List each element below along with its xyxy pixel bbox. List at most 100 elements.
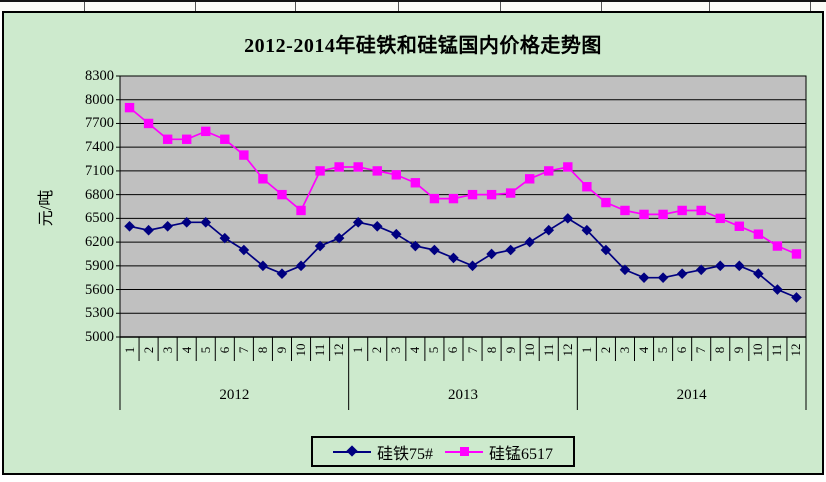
data-point-square[interactable]	[391, 170, 402, 180]
month-tick-label: 12	[331, 343, 347, 357]
data-point-square[interactable]	[124, 102, 135, 113]
data-point-square[interactable]	[181, 134, 192, 144]
legend-item-series2[interactable]: 硅锰6517	[445, 440, 553, 464]
data-point-diamond[interactable]	[162, 220, 173, 232]
month-tick-label: 11	[312, 343, 328, 357]
data-point-square[interactable]	[544, 166, 554, 176]
data-point-square[interactable]	[620, 205, 630, 216]
data-point-diamond[interactable]	[143, 224, 154, 236]
data-point-diamond[interactable]	[562, 213, 574, 224]
spreadsheet-row-strip	[0, 2, 826, 11]
data-point-diamond[interactable]	[200, 217, 212, 228]
data-point-square[interactable]	[753, 229, 764, 239]
data-point-diamond[interactable]	[352, 217, 364, 228]
data-point-square[interactable]	[429, 193, 440, 204]
data-point-square[interactable]	[563, 162, 573, 172]
data-point-square[interactable]	[258, 174, 268, 184]
data-point-diamond[interactable]	[410, 240, 421, 252]
month-tick-label: 7	[693, 346, 709, 354]
data-point-square[interactable]	[201, 126, 211, 137]
data-point-square[interactable]	[677, 205, 687, 216]
data-point-square[interactable]	[143, 118, 154, 129]
data-point-square[interactable]	[467, 189, 478, 200]
data-point-square[interactable]	[772, 241, 783, 251]
data-point-square[interactable]	[315, 166, 325, 176]
legend-item-series1[interactable]: 硅铁75#	[332, 440, 433, 464]
data-point-diamond[interactable]	[638, 272, 650, 283]
data-point-diamond[interactable]	[276, 268, 288, 280]
data-point-square[interactable]	[372, 166, 382, 176]
month-tick-label: 4	[407, 346, 423, 354]
data-point-square[interactable]	[505, 188, 516, 198]
month-tick-label: 8	[254, 346, 270, 354]
data-point-square[interactable]	[162, 134, 173, 144]
data-point-square[interactable]	[277, 189, 287, 200]
data-point-diamond[interactable]	[505, 244, 516, 256]
data-point-diamond[interactable]	[238, 244, 250, 256]
data-point-diamond[interactable]	[333, 232, 345, 244]
data-point-diamond[interactable]	[219, 232, 231, 244]
data-point-square[interactable]	[658, 209, 668, 220]
data-point-square[interactable]	[334, 162, 344, 172]
data-point-diamond[interactable]	[124, 220, 135, 232]
plot-background[interactable]	[119, 75, 807, 338]
year-label: 2012	[219, 387, 250, 403]
data-point-diamond[interactable]	[448, 252, 459, 264]
data-point-diamond[interactable]	[467, 260, 478, 272]
data-point-diamond[interactable]	[734, 260, 745, 272]
data-point-diamond[interactable]	[391, 228, 402, 240]
data-point-diamond[interactable]	[619, 264, 631, 276]
month-tick-label: 6	[445, 346, 461, 354]
data-point-square[interactable]	[639, 209, 649, 220]
month-tick-label: 8	[483, 346, 499, 354]
data-point-diamond[interactable]	[676, 268, 688, 280]
month-tick-label: 3	[159, 346, 175, 354]
column-boundary-tick	[601, 2, 602, 11]
data-point-square[interactable]	[791, 249, 802, 259]
column-boundary-tick	[84, 2, 85, 11]
data-point-diamond[interactable]	[371, 220, 383, 232]
data-point-diamond[interactable]	[657, 272, 669, 283]
data-point-diamond[interactable]	[581, 224, 593, 236]
data-point-square[interactable]	[239, 150, 249, 160]
data-point-square[interactable]	[524, 174, 535, 184]
month-tick-label: 11	[769, 343, 785, 357]
legend[interactable]: 硅铁75# 硅锰6517	[311, 436, 575, 467]
month-tick-label: 5	[426, 346, 442, 354]
data-point-diamond[interactable]	[714, 260, 726, 272]
data-point-diamond[interactable]	[314, 240, 326, 252]
data-point-square[interactable]	[353, 162, 363, 172]
month-tick-label: 5	[197, 346, 213, 354]
data-point-square[interactable]	[410, 178, 421, 188]
data-point-diamond[interactable]	[791, 292, 802, 303]
data-point-diamond[interactable]	[181, 217, 192, 228]
data-point-diamond[interactable]	[257, 260, 269, 272]
data-point-diamond[interactable]	[486, 248, 497, 260]
data-point-square[interactable]	[486, 189, 497, 200]
data-point-diamond[interactable]	[695, 264, 707, 276]
data-point-square[interactable]	[582, 182, 592, 192]
data-point-square[interactable]	[734, 221, 745, 231]
data-point-diamond[interactable]	[543, 224, 555, 236]
data-point-square[interactable]	[448, 193, 459, 204]
month-tick-label: 2	[597, 346, 613, 354]
data-point-square[interactable]	[715, 213, 725, 224]
data-point-diamond[interactable]	[753, 268, 764, 280]
legend-label-series2: 硅锰6517	[489, 445, 554, 463]
month-tick-label: 6	[216, 346, 232, 354]
column-boundary-tick	[398, 2, 399, 11]
data-point-square[interactable]	[696, 205, 706, 216]
data-point-diamond[interactable]	[524, 236, 535, 248]
month-tick-label: 9	[273, 346, 289, 354]
chart-title: 2012-2014年硅铁和硅锰国内价格走势图	[244, 35, 602, 57]
data-point-diamond[interactable]	[772, 284, 783, 295]
column-boundary-tick	[810, 2, 811, 11]
data-point-square[interactable]	[601, 197, 611, 208]
y-tick-label: 7400	[85, 139, 114, 156]
data-point-diamond[interactable]	[295, 260, 307, 272]
data-point-square[interactable]	[220, 134, 230, 144]
data-point-diamond[interactable]	[429, 244, 440, 256]
data-point-square[interactable]	[296, 205, 306, 216]
data-point-diamond[interactable]	[600, 244, 612, 256]
